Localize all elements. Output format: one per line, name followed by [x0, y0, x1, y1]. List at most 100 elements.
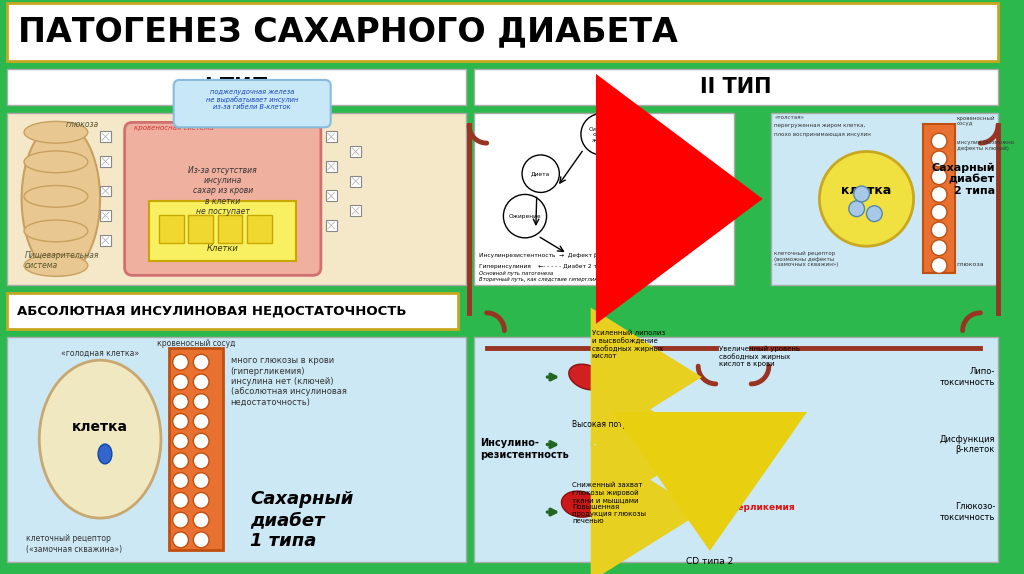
Bar	[474, 69, 998, 104]
Circle shape	[194, 473, 209, 488]
Circle shape	[194, 433, 209, 449]
Circle shape	[173, 473, 188, 488]
Text: Сахарный
диабет
1 типа: Сахарный диабет 1 типа	[250, 490, 353, 550]
Bar	[326, 191, 337, 201]
Circle shape	[522, 155, 559, 192]
Ellipse shape	[39, 360, 161, 518]
Text: Основной путь патогенеза: Основной путь патогенеза	[479, 272, 553, 276]
Text: клетка: клетка	[842, 184, 892, 197]
Ellipse shape	[568, 364, 605, 390]
Ellipse shape	[599, 430, 653, 459]
Text: Увеличенный уровень
свободных жирных
кислот в крови: Увеличенный уровень свободных жирных кис…	[719, 346, 801, 367]
Bar	[159, 215, 183, 243]
Circle shape	[173, 374, 188, 390]
Circle shape	[194, 413, 209, 429]
Circle shape	[194, 512, 209, 528]
Text: Липо-
токсичность: Липо- токсичность	[940, 367, 995, 387]
Circle shape	[173, 492, 188, 508]
Circle shape	[645, 153, 682, 191]
Text: Внутриутробное
питание: Внутриутробное питание	[642, 208, 694, 219]
Ellipse shape	[24, 220, 88, 242]
Text: Инсулино-
резистентность: Инсулино- резистентность	[480, 438, 568, 460]
Text: поджелудочная железа
не вырабатывает инсулин
из-за гибели В-клеток: поджелудочная железа не вырабатывает инс…	[206, 89, 298, 110]
Text: перегруженная жиром клетка,: перегруженная жиром клетка,	[774, 123, 865, 129]
Text: Дисфункция
β-клеток: Дисфункция β-клеток	[940, 435, 995, 454]
Text: Клетки: Клетки	[207, 243, 239, 253]
Text: Гиперинсулиния    ←- - - - - Диабет 2 типа: Гиперинсулиния ←- - - - - Диабет 2 типа	[479, 265, 608, 269]
Circle shape	[931, 169, 947, 185]
Text: Ожирение: Ожирение	[509, 214, 542, 219]
Text: Сниженный захват
глюкозы жировой
ткани и мышцами
Повышенная
продукция глюкозы
пе: Сниженный захват глюкозы жировой ткани и…	[572, 482, 646, 524]
Text: Высокая потребность в инсулине: Высокая потребность в инсулине	[572, 420, 708, 429]
Text: Инсулинрезистентность  →  Дефект β-клетки: Инсулинрезистентность → Дефект β-клетки	[479, 253, 622, 258]
Text: инсулин (возможно
дефекты ключей): инсулин (возможно дефекты ключей)	[956, 140, 1014, 151]
Bar	[100, 210, 111, 221]
Bar	[7, 293, 459, 329]
Circle shape	[931, 258, 947, 273]
Circle shape	[173, 453, 188, 469]
Circle shape	[931, 240, 947, 255]
Circle shape	[173, 433, 188, 449]
Text: CD типа 2: CD типа 2	[686, 557, 733, 565]
Ellipse shape	[22, 122, 100, 276]
Text: плохо воспринимающая инсулин: плохо воспринимающая инсулин	[774, 132, 871, 137]
Text: кровеносный
сосуд: кровеносный сосуд	[956, 115, 995, 126]
Text: глюкоза: глюкоза	[66, 121, 99, 129]
Circle shape	[194, 354, 209, 370]
Text: кровеносный сосуд: кровеносный сосуд	[157, 339, 234, 347]
Circle shape	[931, 222, 947, 238]
Circle shape	[849, 201, 864, 216]
Circle shape	[504, 195, 547, 238]
Ellipse shape	[607, 490, 645, 505]
Bar	[100, 185, 111, 196]
Bar	[100, 131, 111, 142]
Text: клеточный рецептор
(«замочная скважина»): клеточный рецептор («замочная скважина»)	[27, 534, 123, 554]
Text: Сахарный
диабет
2 типа: Сахарный диабет 2 типа	[932, 162, 995, 196]
Text: глюкоза: глюкоза	[956, 262, 984, 267]
Ellipse shape	[98, 444, 112, 464]
Text: Глюкозо-
токсичность: Глюкозо- токсичность	[940, 502, 995, 522]
Text: «голодная клетка»: «голодная клетка»	[60, 349, 139, 358]
Bar	[218, 215, 243, 243]
Circle shape	[173, 354, 188, 370]
Bar	[326, 220, 337, 231]
Text: Усиленный липолиз
и высвобождение
свободных жирных
кислот: Усиленный липолиз и высвобождение свобод…	[592, 330, 665, 359]
Text: ПАТОГЕНЕЗ САХАРНОГО ДИАБЕТА: ПАТОГЕНЕЗ САХАРНОГО ДИАБЕТА	[17, 15, 678, 49]
Bar	[7, 336, 466, 561]
Ellipse shape	[24, 121, 88, 143]
Text: Пищеварительная
система: Пищеварительная система	[25, 251, 99, 270]
Circle shape	[194, 394, 209, 410]
Bar	[247, 215, 271, 243]
Circle shape	[173, 413, 188, 429]
Text: Гены: Гены	[655, 169, 672, 174]
Circle shape	[194, 532, 209, 548]
Bar	[474, 113, 734, 285]
Text: Из-за отсутствия
инсулина
сахар из крови
в клетки
не поступает: Из-за отсутствия инсулина сахар из крови…	[188, 166, 257, 216]
Bar	[188, 215, 213, 243]
Text: Диета: Диета	[531, 171, 550, 176]
Text: I ТИП: I ТИП	[205, 77, 268, 97]
Text: «толстая»: «толстая»	[774, 115, 804, 121]
Text: Сидячий
образ
жизни: Сидячий образ жизни	[589, 126, 614, 142]
FancyBboxPatch shape	[125, 122, 321, 276]
Circle shape	[931, 133, 947, 149]
Bar	[771, 113, 998, 285]
Circle shape	[173, 532, 188, 548]
Bar	[350, 176, 361, 187]
Text: клетка: клетка	[72, 420, 128, 435]
Ellipse shape	[24, 151, 88, 173]
Bar	[326, 131, 337, 142]
Text: клеточный рецептор
(возможны дефекты
«замочных скважин»): клеточный рецептор (возможны дефекты «за…	[774, 251, 839, 267]
Bar	[7, 69, 466, 104]
Circle shape	[173, 512, 188, 528]
Bar	[150, 201, 296, 261]
Circle shape	[581, 114, 623, 155]
Bar	[326, 161, 337, 172]
Text: II ТИП: II ТИП	[700, 77, 772, 97]
Text: Вторичный путь, как следствие гипергликемии: Вторичный путь, как следствие гиперглике…	[479, 277, 611, 282]
Ellipse shape	[24, 185, 88, 207]
Bar	[924, 125, 954, 273]
FancyBboxPatch shape	[174, 80, 331, 127]
Circle shape	[194, 492, 209, 508]
Circle shape	[931, 151, 947, 167]
